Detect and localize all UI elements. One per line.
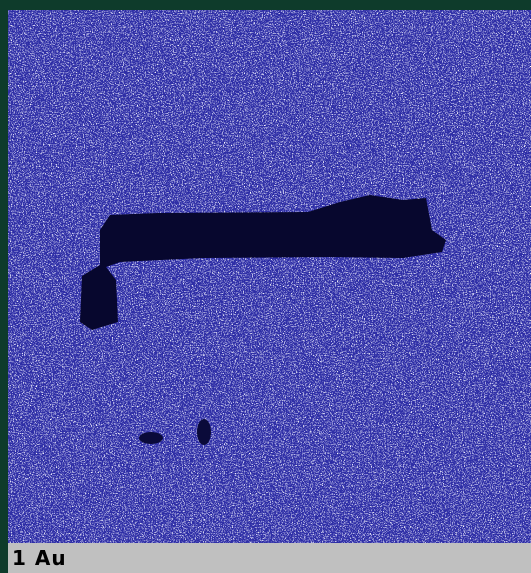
caption-bar: 1 Au [8,543,531,573]
element-map [8,10,531,543]
map-panel: 1 Au [0,0,531,573]
dark-spot [139,432,163,444]
element-label: 1 Au [12,546,67,570]
dark-spot [197,419,211,445]
